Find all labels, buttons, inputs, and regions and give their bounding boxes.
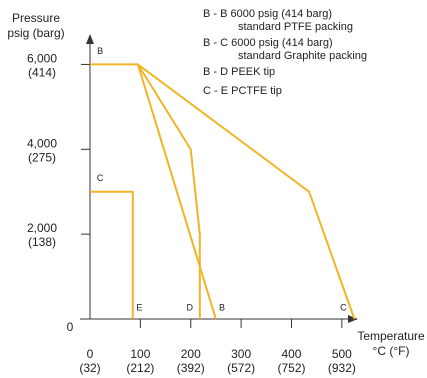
- y-axis-label-line2: psig (barg): [7, 26, 64, 40]
- x-tick-label: 500: [332, 347, 352, 361]
- y-axis-label-line1: Pressure: [12, 11, 60, 25]
- series-lines: [90, 63, 356, 320]
- x-tick-label: 0: [87, 347, 94, 361]
- x-tick-sublabel: (32): [79, 361, 100, 375]
- legend-entry-4: C - E PCTFE tip: [203, 85, 282, 97]
- y-tick-label: 0: [67, 320, 74, 334]
- y-tick-label: 2,000: [27, 221, 57, 235]
- y-tick-sublabel: (138): [28, 235, 56, 249]
- legend-entry-2-line2: standard Graphite packing: [238, 50, 367, 62]
- x-tick-label: 200: [181, 347, 201, 361]
- series-line-b-c: [137, 63, 201, 319]
- point-label-b: B: [219, 303, 225, 313]
- point-label-d: D: [186, 303, 193, 313]
- point-label-c: C: [97, 173, 104, 183]
- tick-marks: [81, 63, 343, 328]
- y-tick-sublabel: (275): [28, 150, 56, 164]
- legend-entry-1-line2: standard PTFE packing: [238, 21, 353, 33]
- x-tick-sublabel: (752): [277, 361, 305, 375]
- point-label-c: C: [340, 303, 347, 313]
- x-tick-sublabel: (932): [328, 361, 356, 375]
- x-axis-label-line1: Temperature: [357, 329, 425, 343]
- x-tick-label: 300: [231, 347, 251, 361]
- x-tick-sublabel: (572): [227, 361, 255, 375]
- y-axis-arrow: [86, 34, 94, 44]
- point-label-e: E: [136, 303, 142, 313]
- x-tick-label: 100: [130, 347, 150, 361]
- series-line-c-e: [90, 190, 134, 319]
- point-label-b: B: [97, 46, 103, 56]
- legend-entry-2-line1: B - C 6000 psig (414 barg): [203, 37, 333, 49]
- point-labels: B C E D B C: [97, 46, 347, 313]
- y-tick-sublabel: (414): [28, 65, 56, 79]
- x-tick-sublabel: (392): [177, 361, 205, 375]
- tick-labels: 0(32)100(212)200(392)300(572)400(752)500…: [27, 51, 356, 375]
- y-tick-label: 6,000: [27, 51, 57, 65]
- series-line-b-d: [137, 63, 356, 320]
- y-tick-label: 4,000: [27, 136, 57, 150]
- legend-entry-1-line1: B - B 6000 psig (414 barg): [203, 8, 332, 20]
- axes: [80, 34, 358, 323]
- x-tick-sublabel: (212): [126, 361, 154, 375]
- x-axis-label-line2: °C (°F): [373, 344, 410, 358]
- x-axis-arrow: [348, 315, 358, 323]
- x-tick-label: 400: [281, 347, 301, 361]
- legend-entry-3: B - D PEEK tip: [203, 66, 275, 78]
